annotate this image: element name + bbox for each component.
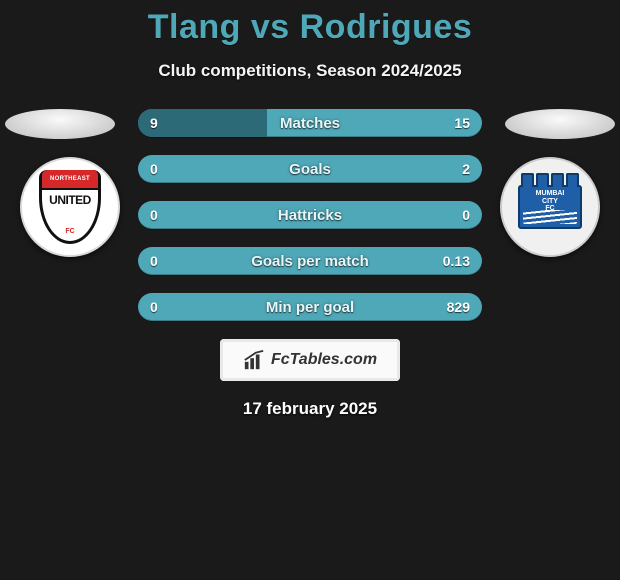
stat-label: Hattricks (278, 207, 342, 224)
stats-bars: 9 15 Matches 0 2 Goals 0 0 Hattricks 0 0.13 Goals p… (138, 109, 482, 321)
stat-row: 0 829 Min per goal (138, 293, 482, 321)
stat-row: 0 0 Hattricks (138, 201, 482, 229)
crest-left-mid: UNITED (46, 193, 94, 207)
subtitle: Club competitions, Season 2024/2025 (0, 61, 620, 81)
shield-icon: NORTHEAST UNITED FC (39, 170, 101, 244)
crest-left: NORTHEAST UNITED FC (20, 157, 120, 257)
chart-icon (243, 349, 265, 371)
stat-row: 9 15 Matches (138, 109, 482, 137)
castle-flag-icon: MUMBAI CITY FC (518, 185, 582, 229)
brand-text: FcTables.com (271, 351, 377, 369)
stat-label: Min per goal (266, 299, 354, 316)
stat-value-right: 15 (454, 109, 470, 137)
seat-left (5, 109, 115, 139)
stat-value-left: 0 (150, 201, 158, 229)
crest-right: MUMBAI CITY FC (500, 157, 600, 257)
stat-value-left: 9 (150, 109, 158, 137)
stat-value-left: 0 (150, 155, 158, 183)
stat-value-right: 0 (462, 201, 470, 229)
stat-label: Goals (289, 161, 331, 178)
castle-towers-icon (520, 173, 580, 187)
page-title: Tlang vs Rodrigues (0, 0, 620, 47)
seat-right (505, 109, 615, 139)
brand-badge: FcTables.com (220, 339, 400, 381)
stat-row: 0 0.13 Goals per match (138, 247, 482, 275)
crest-left-top: NORTHEAST (42, 170, 98, 190)
comparison-stage: NORTHEAST UNITED FC MUMBAI CITY FC 9 15 Ma… (0, 109, 620, 321)
stat-value-left: 0 (150, 293, 158, 321)
stat-value-right: 829 (447, 293, 470, 321)
stat-row: 0 2 Goals (138, 155, 482, 183)
waves-icon (523, 210, 577, 224)
stat-value-right: 2 (462, 155, 470, 183)
stat-value-right: 0.13 (443, 247, 470, 275)
stat-label: Matches (280, 115, 340, 132)
date-text: 17 february 2025 (0, 399, 620, 419)
stat-value-left: 0 (150, 247, 158, 275)
stat-label: Goals per match (251, 253, 369, 270)
crest-left-bot: FC (42, 228, 98, 235)
